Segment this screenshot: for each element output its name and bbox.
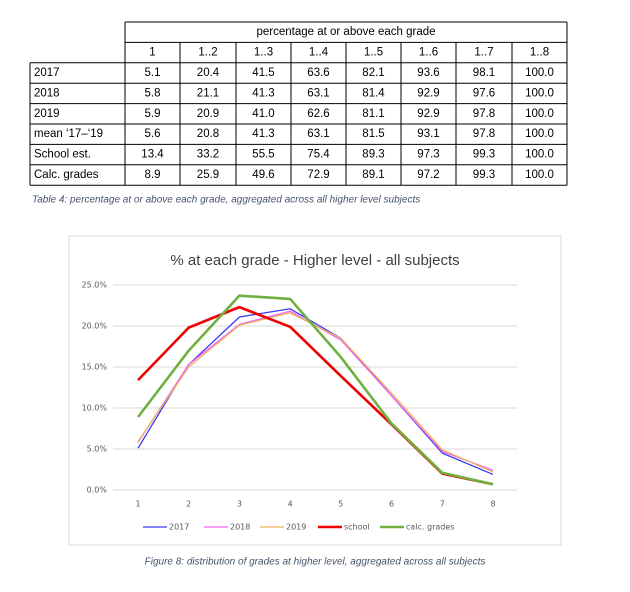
table-cell: 5.6 <box>145 128 161 140</box>
table-cell: 99.3 <box>473 169 495 181</box>
series-line <box>136 294 494 486</box>
legend-label: 2017 <box>169 523 189 532</box>
x-tick-label: 8 <box>490 500 495 509</box>
y-tick-label: 20.0% <box>82 322 108 331</box>
legend-label: calc. grades <box>406 523 454 532</box>
table-cell: 97.6 <box>473 87 495 99</box>
x-tick-label: 3 <box>237 500 242 509</box>
series-line <box>137 308 494 476</box>
table-cell: 81.1 <box>362 108 384 120</box>
y-tick-label: 10.0% <box>82 404 108 413</box>
group-header: percentage at or above each grade <box>256 26 435 38</box>
table-cell: 100.0 <box>525 108 554 120</box>
x-tick-label: 4 <box>288 500 293 509</box>
row-header: 2019 <box>34 108 60 120</box>
table-cell: 63.1 <box>307 87 329 99</box>
table-cell: 100.0 <box>525 67 554 79</box>
table-cell: 100.0 <box>525 169 554 181</box>
y-tick-label: 15.0% <box>82 363 108 372</box>
table-cell: 8.9 <box>145 169 161 181</box>
table-cell: 20.4 <box>197 67 220 79</box>
row-header: Calc. grades <box>34 169 99 181</box>
table-cell: 41.0 <box>252 108 274 120</box>
x-tick-label: 2 <box>186 500 191 509</box>
table-cell: 100.0 <box>525 87 554 99</box>
table-cell: 99.3 <box>473 149 495 161</box>
y-tick-label: 25.0% <box>82 281 108 290</box>
column-header: 1..6 <box>419 47 438 59</box>
column-header: 1..2 <box>198 47 217 59</box>
table-cell: 21.1 <box>197 87 219 99</box>
table-cell: 97.3 <box>417 149 439 161</box>
table-cell: 92.9 <box>417 108 439 120</box>
table-cell: 93.1 <box>417 128 439 140</box>
legend-label: 2018 <box>230 523 250 532</box>
column-header: 1..8 <box>530 47 549 59</box>
table-cell: 100.0 <box>525 128 554 140</box>
x-tick-label: 7 <box>440 500 445 509</box>
legend-label: school <box>344 523 370 532</box>
table-cell: 97.8 <box>473 128 495 140</box>
table-cell: 93.6 <box>417 67 439 79</box>
table-cell: 63.6 <box>307 67 329 79</box>
table-cell: 13.4 <box>141 149 164 161</box>
table-cell: 41.3 <box>252 128 274 140</box>
table-cell: 55.5 <box>252 149 274 161</box>
row-header: 2017 <box>34 67 60 79</box>
table-cell: 92.9 <box>417 87 439 99</box>
column-header: 1..3 <box>254 47 273 59</box>
table-cell: 33.2 <box>197 149 219 161</box>
figure-caption: Figure 8: distribution of grades at high… <box>145 557 486 568</box>
table-cell: 97.2 <box>417 169 439 181</box>
table-cell: 100.0 <box>525 149 554 161</box>
x-tick-label: 5 <box>338 500 343 509</box>
x-tick-label: 6 <box>389 500 394 509</box>
table-cell: 49.6 <box>252 169 274 181</box>
table-cell: 97.8 <box>473 108 495 120</box>
table-cell: 75.4 <box>307 149 330 161</box>
table-cell: 5.1 <box>145 67 161 79</box>
column-header: 1 <box>149 47 155 59</box>
table-cell: 82.1 <box>362 67 384 79</box>
table-cell: 5.8 <box>145 87 161 99</box>
row-header: 2018 <box>34 87 60 99</box>
table-cell: 89.1 <box>362 169 384 181</box>
table-cell: 41.5 <box>252 67 274 79</box>
legend-label: 2019 <box>286 523 306 532</box>
row-header: School est. <box>34 149 91 161</box>
table-cell: 20.8 <box>197 128 219 140</box>
table-cell: 72.9 <box>307 169 329 181</box>
column-header: 1..5 <box>364 47 383 59</box>
table-cell: 20.9 <box>197 108 219 120</box>
chart-frame <box>68 235 562 546</box>
table-cell: 62.6 <box>307 108 329 120</box>
y-tick-label: 5.0% <box>87 445 108 454</box>
table-cell: 89.3 <box>362 149 384 161</box>
table-cell: 81.4 <box>362 87 385 99</box>
table-cell: 63.1 <box>307 128 329 140</box>
table-cell: 81.5 <box>362 128 384 140</box>
series-line <box>137 312 494 473</box>
x-tick-label: 1 <box>135 500 140 509</box>
y-tick-label: 0.0% <box>87 486 108 495</box>
column-header: 1..4 <box>309 47 329 59</box>
column-header: 1..7 <box>474 47 493 59</box>
row-header: mean ‘17–‘19 <box>34 128 103 140</box>
table-cell: 25.9 <box>197 169 219 181</box>
table-cell: 41.3 <box>252 87 274 99</box>
table-cell: 98.1 <box>473 67 495 79</box>
table-cell: 5.9 <box>145 108 161 120</box>
chart-title: % at each grade - Higher level - all sub… <box>170 252 459 269</box>
table-caption: Table 4: percentage at or above each gra… <box>32 195 420 206</box>
